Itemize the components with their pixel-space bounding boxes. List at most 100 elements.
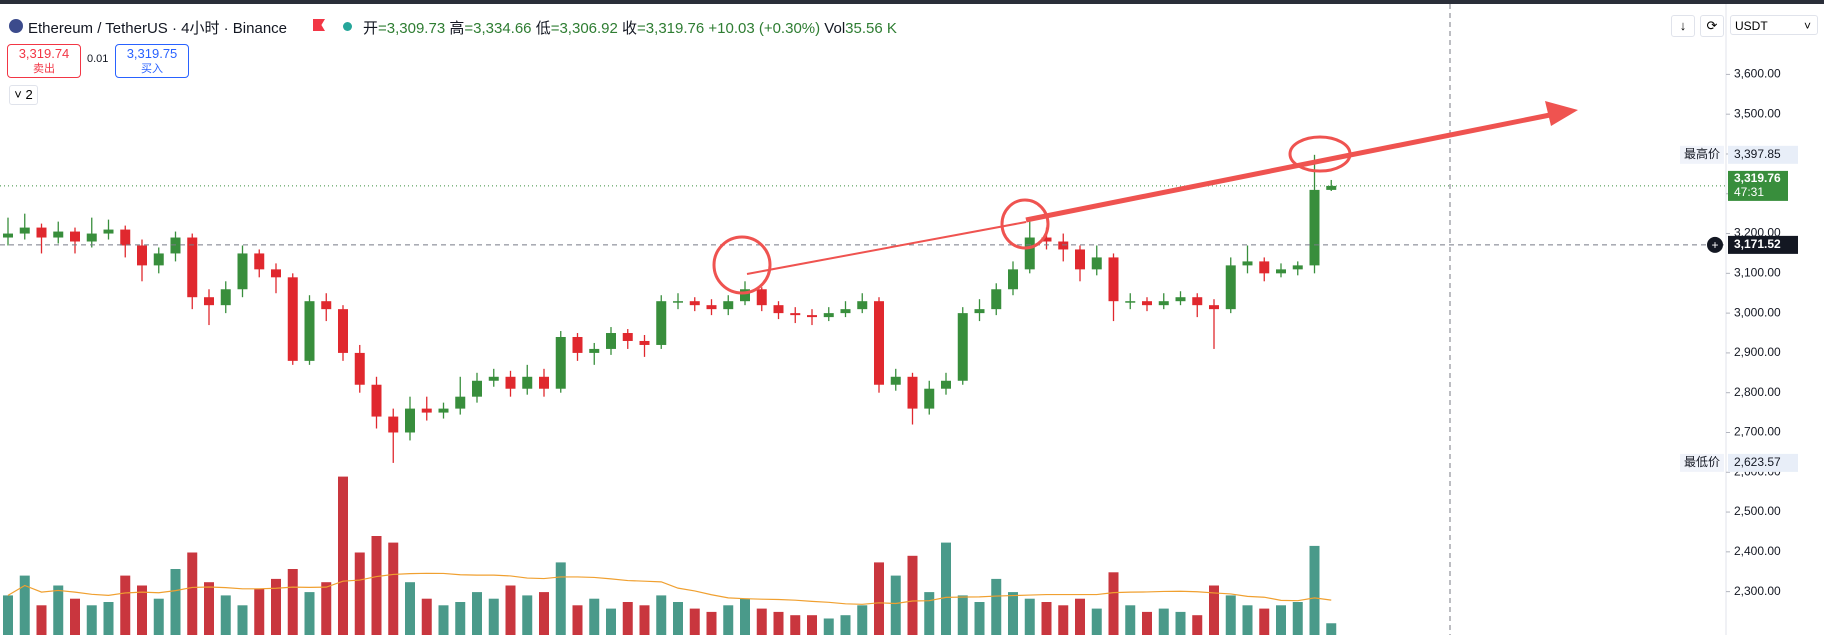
candle-body [1192,297,1203,306]
label: 开 [363,20,379,37]
ohlc: 开=3,309.73 高=3,334.66 低=3,306.92 收=3,319… [363,17,897,38]
volume-bar [220,595,231,635]
buy-price: 3,319.75 [126,46,178,61]
candle-body [254,253,265,270]
candle-body [1058,241,1069,250]
label: 低 [535,20,551,37]
currency-select[interactable]: USDT ˅ [1730,15,1818,35]
price-tag-name-box [1680,453,1724,472]
status-dot [343,22,352,31]
candle-body [1309,189,1320,266]
candle-body [354,352,365,385]
candle-body [86,233,97,242]
candle-body [656,301,667,345]
volume-bar [807,615,817,635]
refresh-button[interactable]: ⟳ [1700,15,1724,37]
currency: USDT [1735,19,1768,33]
candle-body [622,333,633,341]
circle-annotation [712,235,772,295]
candle-body [1292,265,1303,270]
sell-price: 3,319.74 [18,46,70,61]
candle-body [756,289,767,306]
download-button[interactable]: ↓ [1671,15,1695,37]
candle-body [1242,261,1253,266]
volume-bar [1091,608,1102,635]
volume-bar [639,605,650,635]
candle-body [673,301,683,303]
candle-body [19,227,30,234]
volume-bar [53,585,64,635]
candle-body [1024,237,1035,270]
candle-body [1209,305,1219,310]
candle-body [572,336,583,353]
arrow-head [1545,101,1578,126]
y-tick-label: 2,300.00 [1734,584,1781,598]
candle-body [103,229,114,234]
candle-body [555,336,566,389]
volume-bar [321,582,332,635]
candle-body [1326,185,1337,190]
candle-body [539,376,549,389]
candle-body [974,309,985,314]
crosshair-label: 3,171.52 [1734,237,1781,251]
candle-body [857,301,868,310]
price-tag-name: 最低价 [1684,455,1720,469]
label: 高 [449,20,465,37]
volume-bar [170,569,181,635]
candle-body [1091,257,1102,270]
candle-body [36,227,47,238]
volume-bar [1225,595,1236,635]
value: 35.56 K [845,20,897,37]
order-size[interactable]: 0.01 [87,53,109,65]
candle-body [488,376,499,381]
y-tick-label: 2,900.00 [1734,345,1781,359]
sell-button[interactable]: 3,319.74 卖出 [7,44,81,78]
volume-bar [120,575,131,635]
value: =3,306.92 [550,20,618,37]
volume-bar [388,542,399,635]
price-tag-name-box [1680,145,1724,164]
volume-bar [1142,611,1152,635]
candle-body [706,305,717,310]
volume-bar [1309,545,1320,635]
volume-bar [539,592,549,635]
candle-body [187,237,198,298]
candle-body [3,233,13,238]
candle-body [790,313,801,316]
candle-body [522,376,533,389]
candle-body [220,289,231,306]
y-tick-label: 3,500.00 [1734,106,1781,120]
volume-bar [1158,608,1169,635]
candle-body [438,408,449,413]
indicator-toggle[interactable]: ˅ 2 [9,85,38,105]
candle-body [70,231,80,242]
candle-body [941,380,951,389]
price-tag-box [1728,145,1798,164]
candle-body [689,301,700,306]
symbol[interactable]: Ethereum / TetherUS · 4小时 · Binance [28,20,287,37]
candle-body [1259,261,1270,274]
candle-body [455,396,466,409]
candle-body [740,289,750,302]
volume-bar [689,608,700,635]
volume-bar [137,585,147,635]
buy-button[interactable]: 3,319.75 买入 [115,44,189,78]
volume-bar [338,476,348,635]
candle-body [1075,249,1085,270]
volume-bar [773,611,784,635]
candle-body [170,237,181,254]
volume-bar [1292,602,1303,635]
candle-body [338,309,348,353]
flag[interactable] [313,19,325,31]
volume-bar [103,602,114,635]
volume-bar [438,605,449,635]
label: 收 [622,20,638,37]
volume-bar [405,582,415,635]
value: =3,309.73 [378,20,446,37]
volume-bar [991,578,1002,635]
icon [9,19,23,33]
volume-bar [756,608,767,635]
add-button[interactable] [1707,236,1723,253]
